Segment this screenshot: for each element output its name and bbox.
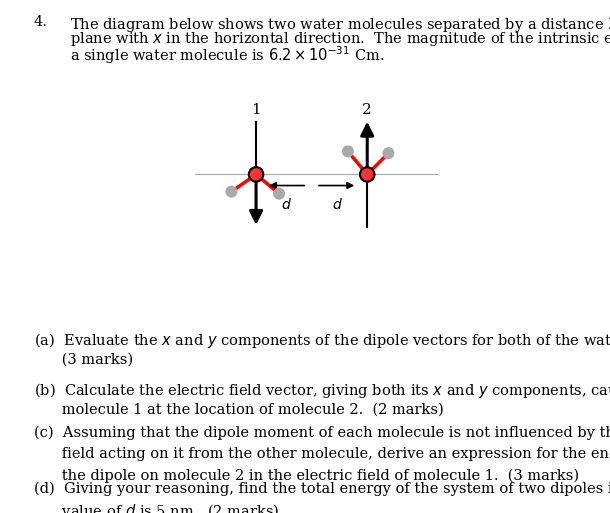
Circle shape: [383, 148, 394, 159]
Circle shape: [343, 146, 353, 157]
Text: $d$: $d$: [332, 196, 343, 212]
Text: (3 marks): (3 marks): [34, 352, 133, 366]
Circle shape: [274, 188, 284, 199]
Circle shape: [360, 167, 375, 182]
Text: (b)  Calculate the electric field vector, giving both its $x$ and $y$ components: (b) Calculate the electric field vector,…: [34, 381, 610, 400]
Text: plane with $x$ in the horizontal direction.  The magnitude of the intrinsic elec: plane with $x$ in the horizontal directi…: [70, 30, 610, 48]
Text: The diagram below shows two water molecules separated by a distance $2d$ in the : The diagram below shows two water molecu…: [70, 15, 610, 34]
Text: field acting on it from the other molecule, derive an expression for the energy : field acting on it from the other molecu…: [34, 447, 610, 461]
Circle shape: [249, 167, 264, 182]
Text: (c)  Assuming that the dipole moment of each molecule is not influenced by the e: (c) Assuming that the dipole moment of e…: [34, 426, 610, 440]
Circle shape: [226, 186, 237, 197]
Text: (a)  Evaluate the $x$ and $y$ components of the dipole vectors for both of the w: (a) Evaluate the $x$ and $y$ components …: [34, 331, 610, 350]
Text: the dipole on molecule 2 in the electric field of molecule 1.  (3 marks): the dipole on molecule 2 in the electric…: [34, 469, 579, 483]
Text: molecule 1 at the location of molecule 2.  (2 marks): molecule 1 at the location of molecule 2…: [34, 402, 443, 416]
Text: 2: 2: [362, 103, 372, 116]
Text: $d$: $d$: [281, 196, 292, 212]
Text: 4.: 4.: [34, 15, 48, 29]
Text: (d)  Giving your reasoning, find the total energy of the system of two dipoles i: (d) Giving your reasoning, find the tota…: [34, 481, 610, 496]
Text: a single water molecule is $6.2 \times 10^{-31}$ Cm.: a single water molecule is $6.2 \times 1…: [70, 44, 384, 66]
Text: 1: 1: [251, 103, 261, 116]
Text: value of $d$ is 5 nm.  (2 marks): value of $d$ is 5 nm. (2 marks): [34, 503, 279, 513]
